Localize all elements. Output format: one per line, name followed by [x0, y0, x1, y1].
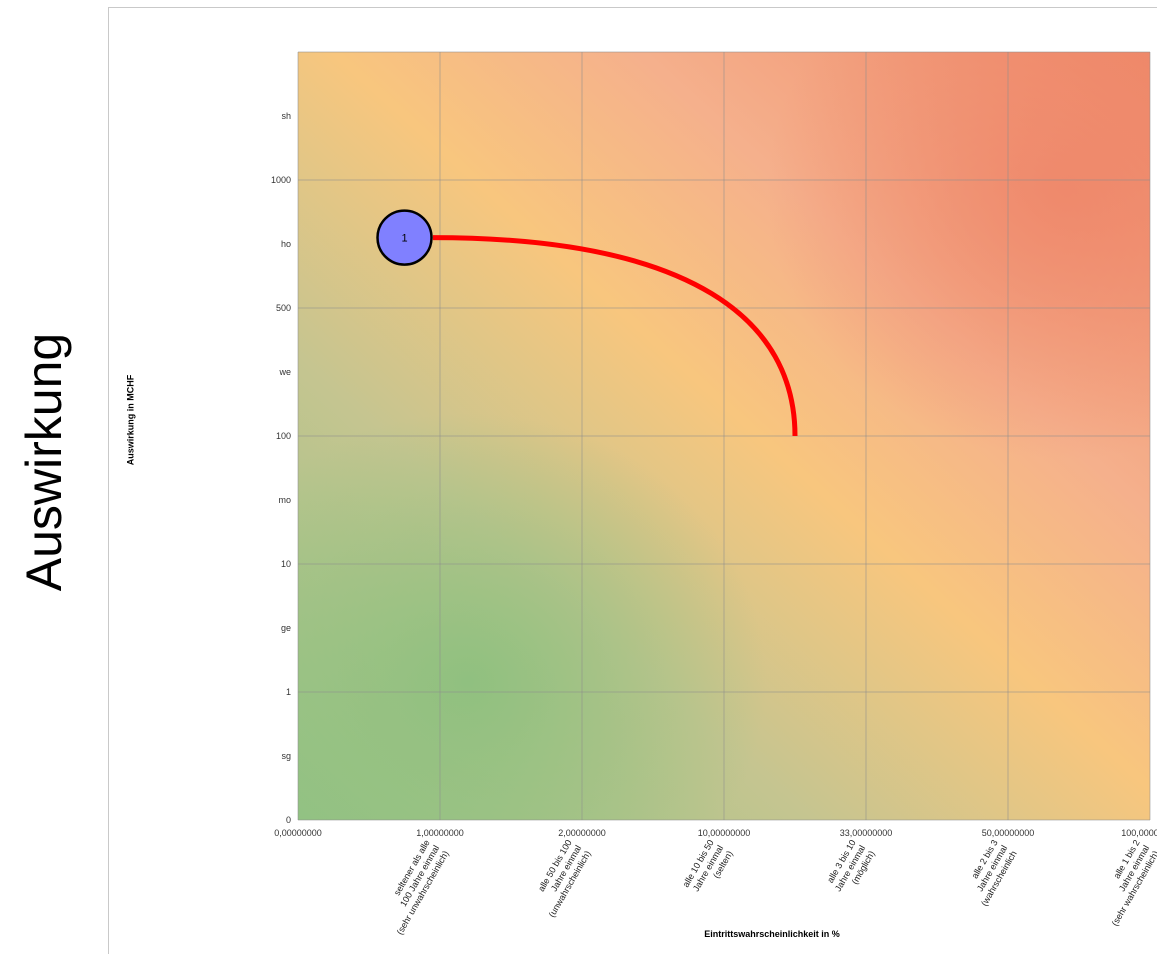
x-category-label: alle 1 bis 2Jahre einmal(sehr wahrschein… [1091, 838, 1157, 928]
y-tick-label: 0 [286, 815, 291, 825]
y-tick-label: ge [281, 623, 291, 633]
y-tick-label: we [278, 367, 291, 377]
x-tick-label: 0,00000000 [274, 828, 322, 838]
y-tick-label: 100 [276, 431, 291, 441]
x-tick-label: 1,00000000 [416, 828, 464, 838]
y-tick-label: sh [281, 111, 291, 121]
y-tick-label: 1000 [271, 175, 291, 185]
x-tick-label: 33,00000000 [840, 828, 893, 838]
y-tick-label: sg [281, 751, 291, 761]
svg-text:alle 50 bis 100Jahre einmal(un: alle 50 bis 100Jahre einmal(unwahrschein… [528, 838, 593, 919]
x-tick-label: 50,00000000 [982, 828, 1035, 838]
risk-trajectory-line [432, 235, 798, 437]
x-tick-label: 10,00000000 [698, 828, 751, 838]
svg-text:alle 2 bis 3Jahre einmal(wahrs: alle 2 bis 3Jahre einmal(wahrscheinlich [960, 838, 1019, 908]
x-category-label: alle 3 bis 10Jahre einmal(möglich) [823, 838, 877, 899]
x-tick-label: 2,00000000 [558, 828, 606, 838]
x-category-label: alle 50 bis 100Jahre einmal(unwahrschein… [528, 838, 593, 919]
y-tick-label: ho [281, 239, 291, 249]
chart-frame-top-border [108, 7, 1157, 8]
risk-point-label: 1 [401, 233, 407, 245]
y-tick-label: mo [278, 495, 291, 505]
svg-text:seltener als alle100 Jahre ein: seltener als alle100 Jahre einmal(sehr u… [376, 838, 451, 936]
x-category-label: alle 10 bis 50Jahre einmal(selten) [681, 838, 735, 900]
y-tick-label: 1 [286, 687, 291, 697]
x-category-label: seltener als alle100 Jahre einmal(sehr u… [376, 838, 451, 936]
y-tick-label: 10 [281, 559, 291, 569]
chart-frame-left-border [108, 7, 109, 954]
svg-text:alle 1 bis 2Jahre einmal(sehr: alle 1 bis 2Jahre einmal(sehr wahrschein… [1091, 838, 1157, 928]
x-axis-title: Eintrittswahrscheinlichkeit in % [704, 929, 840, 939]
x-tick-label: 100,00000000 [1121, 828, 1157, 838]
x-category-label: alle 2 bis 3Jahre einmal(wahrscheinlich [960, 838, 1019, 908]
svg-text:alle 10 bis 50Jahre einmal(sel: alle 10 bis 50Jahre einmal(selten) [681, 838, 735, 900]
svg-text:alle 3 bis 10Jahre einmal(mögl: alle 3 bis 10Jahre einmal(möglich) [823, 838, 876, 899]
risk-point-marker[interactable] [376, 209, 433, 266]
y-tick-label: 500 [276, 303, 291, 313]
